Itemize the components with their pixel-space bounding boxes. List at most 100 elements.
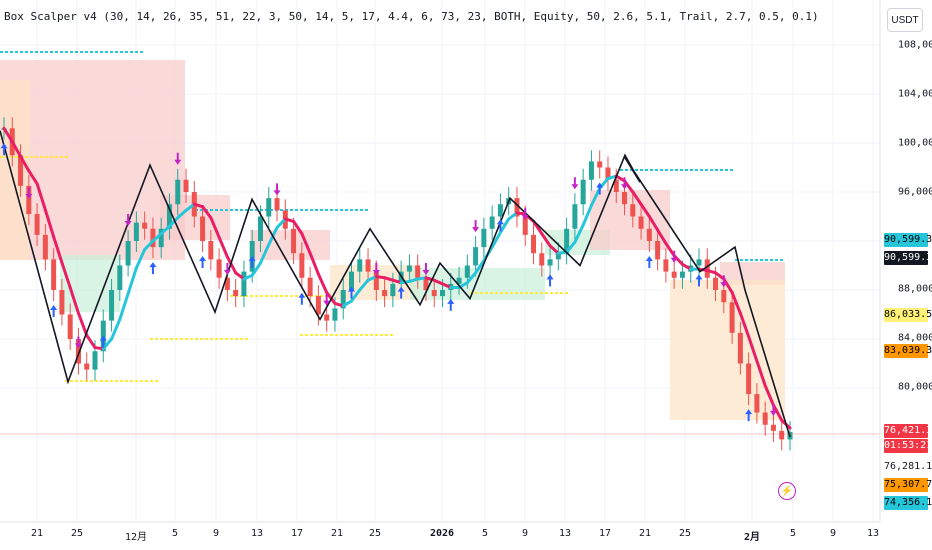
ma-segment — [532, 219, 544, 236]
time-label: 21 — [638, 528, 652, 539]
time-label: 5 — [789, 528, 797, 539]
price-tick: 108,000.0 — [898, 39, 932, 51]
ma-segment — [548, 244, 560, 255]
candle-body — [729, 302, 735, 333]
ma-segment — [209, 216, 221, 239]
ma-segment — [217, 235, 229, 259]
price-tick: 84,000.0 — [898, 332, 932, 344]
candle-body — [332, 308, 338, 321]
candle-body — [257, 216, 263, 241]
candle-body — [696, 259, 702, 266]
candle-body — [266, 198, 272, 217]
candle-body — [531, 234, 537, 254]
candle-body — [770, 424, 776, 431]
candle-body — [59, 290, 65, 315]
sell-arrow-icon — [472, 220, 480, 233]
ma-segment — [771, 403, 784, 422]
candle-body — [224, 277, 230, 290]
candle-body — [547, 259, 553, 266]
level-tag: 83,039.3 — [884, 344, 932, 358]
ma-segment — [755, 359, 767, 388]
buy-arrow-icon — [596, 182, 604, 195]
buy-arrow-icon — [447, 298, 455, 311]
sell-arrow-icon — [74, 336, 82, 349]
indicator-title[interactable]: Box Scalper v4 (30, 14, 26, 35, 51, 22, … — [4, 10, 819, 23]
buy-arrow-icon — [248, 256, 256, 268]
sell-arrow-icon — [223, 263, 231, 275]
candle-body — [605, 167, 611, 180]
ma-segment — [664, 241, 676, 258]
candle-body — [200, 216, 206, 241]
ma-segment — [258, 243, 271, 265]
ma-segment — [234, 271, 246, 281]
ma-segment — [763, 384, 775, 407]
sell-arrow-icon — [372, 263, 380, 275]
range-box — [590, 190, 670, 250]
buy-arrow-icon — [695, 274, 703, 287]
ma-segment — [540, 232, 552, 248]
time-label-month: 2月 — [743, 532, 761, 543]
ma-segment — [43, 208, 56, 239]
buy-arrow-icon — [397, 286, 405, 299]
lightning-icon[interactable]: ⚡ — [778, 482, 796, 500]
time-label: 25 — [70, 528, 84, 539]
candle-body — [307, 277, 313, 297]
candle-body — [630, 204, 636, 217]
price-tag: 76,281.1 — [884, 460, 932, 474]
buy-arrow-icon — [745, 409, 753, 422]
ma-segment — [647, 215, 660, 232]
zigzag-path — [0, 130, 791, 438]
ma-segment — [614, 174, 627, 183]
time-label-year: 2026 — [429, 528, 455, 539]
currency-selector-button[interactable]: USDT — [887, 8, 923, 32]
range-box — [670, 280, 785, 420]
candle-body — [208, 241, 214, 260]
sell-arrow-icon — [521, 207, 529, 220]
ma-segment — [366, 275, 378, 282]
sell-arrow-icon — [769, 403, 777, 416]
buy-arrow-icon — [496, 219, 504, 232]
ma-segment — [10, 140, 23, 158]
time-label: 17 — [290, 528, 304, 539]
ma-segment — [184, 202, 196, 212]
ma-segment — [292, 219, 304, 236]
ma-segment — [358, 278, 370, 292]
candle-body — [522, 216, 528, 235]
candle-body — [398, 271, 404, 284]
zigzag-line — [0, 130, 791, 438]
sell-arrow-icon — [323, 293, 331, 306]
buy-arrow-icon — [99, 335, 107, 348]
candlesticks — [1, 117, 793, 451]
candle-body — [746, 363, 752, 395]
ma-segment — [68, 286, 80, 315]
ma-segment — [250, 261, 262, 277]
time-label: 25 — [678, 528, 692, 539]
ma-segment — [747, 335, 759, 363]
candle-body — [514, 198, 520, 217]
candle-body — [762, 412, 768, 425]
ma-segment — [573, 223, 585, 244]
candle-body — [473, 247, 479, 266]
candle-body — [671, 271, 677, 278]
ma-segment — [176, 208, 188, 220]
candle-body — [340, 290, 346, 309]
range-box — [720, 262, 785, 285]
candle-body — [274, 198, 280, 211]
candle-body — [464, 265, 470, 278]
signal-arrows — [0, 143, 777, 422]
candle-body — [406, 265, 412, 272]
last-bar-tag: 90,599.3 — [884, 251, 932, 265]
candle-body — [357, 259, 363, 272]
level-tag: 86,033.5 — [884, 308, 932, 322]
candle-body — [564, 228, 570, 254]
ma-segment — [349, 288, 362, 303]
candle-body — [125, 241, 131, 266]
ma-segment — [275, 217, 287, 230]
ma-segment — [2, 126, 14, 144]
candle-body — [324, 314, 330, 321]
time-label: 21 — [30, 528, 44, 539]
price-tick: 100,000.0 — [898, 137, 932, 149]
ma-segment — [85, 333, 97, 350]
candle-body — [150, 228, 156, 248]
